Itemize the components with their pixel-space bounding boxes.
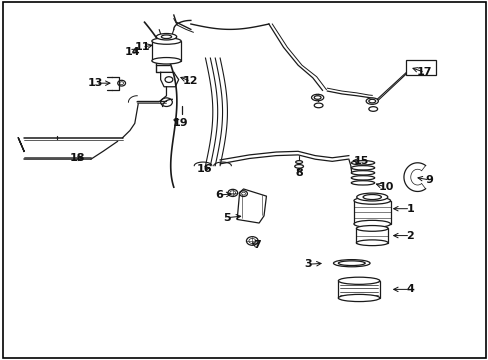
Ellipse shape	[350, 176, 374, 180]
Ellipse shape	[314, 96, 321, 99]
Ellipse shape	[350, 161, 374, 165]
Text: 7: 7	[252, 240, 260, 250]
Text: 9: 9	[425, 175, 433, 185]
Polygon shape	[160, 72, 178, 87]
Text: 17: 17	[416, 67, 432, 77]
Ellipse shape	[295, 161, 302, 163]
Ellipse shape	[366, 98, 378, 104]
Text: 13: 13	[88, 78, 103, 88]
Ellipse shape	[350, 171, 374, 175]
Bar	[353, 201, 390, 224]
Ellipse shape	[356, 226, 387, 231]
Text: 14: 14	[124, 46, 140, 57]
Ellipse shape	[350, 166, 374, 170]
Ellipse shape	[156, 33, 176, 40]
Ellipse shape	[363, 194, 381, 199]
Text: 6: 6	[215, 190, 223, 200]
Ellipse shape	[333, 260, 369, 267]
Text: 12: 12	[183, 76, 198, 86]
Text: 1: 1	[406, 204, 413, 214]
Text: 11: 11	[134, 42, 149, 52]
Polygon shape	[237, 189, 266, 223]
Ellipse shape	[152, 38, 181, 44]
Bar	[338, 281, 379, 298]
Ellipse shape	[161, 35, 171, 39]
Ellipse shape	[338, 277, 379, 284]
Text: 8: 8	[295, 168, 303, 178]
Text: 19: 19	[172, 118, 187, 128]
Text: 3: 3	[304, 259, 311, 269]
Text: 10: 10	[377, 182, 393, 192]
Ellipse shape	[294, 165, 303, 168]
Ellipse shape	[356, 240, 387, 246]
Ellipse shape	[353, 197, 390, 204]
Ellipse shape	[338, 261, 365, 266]
Ellipse shape	[356, 193, 387, 201]
Ellipse shape	[311, 94, 323, 101]
Text: 16: 16	[196, 163, 212, 174]
Ellipse shape	[368, 107, 377, 111]
Bar	[406, 60, 435, 75]
Bar	[152, 41, 181, 61]
Ellipse shape	[353, 220, 390, 228]
Ellipse shape	[338, 294, 379, 302]
Text: 4: 4	[406, 284, 413, 294]
Text: 15: 15	[353, 156, 368, 166]
Ellipse shape	[350, 181, 374, 185]
Text: 2: 2	[406, 231, 413, 240]
Ellipse shape	[368, 99, 375, 103]
Text: 5: 5	[223, 213, 231, 222]
Ellipse shape	[152, 58, 181, 64]
Text: 18: 18	[70, 153, 85, 163]
Ellipse shape	[314, 103, 323, 108]
Bar	[356, 228, 387, 243]
